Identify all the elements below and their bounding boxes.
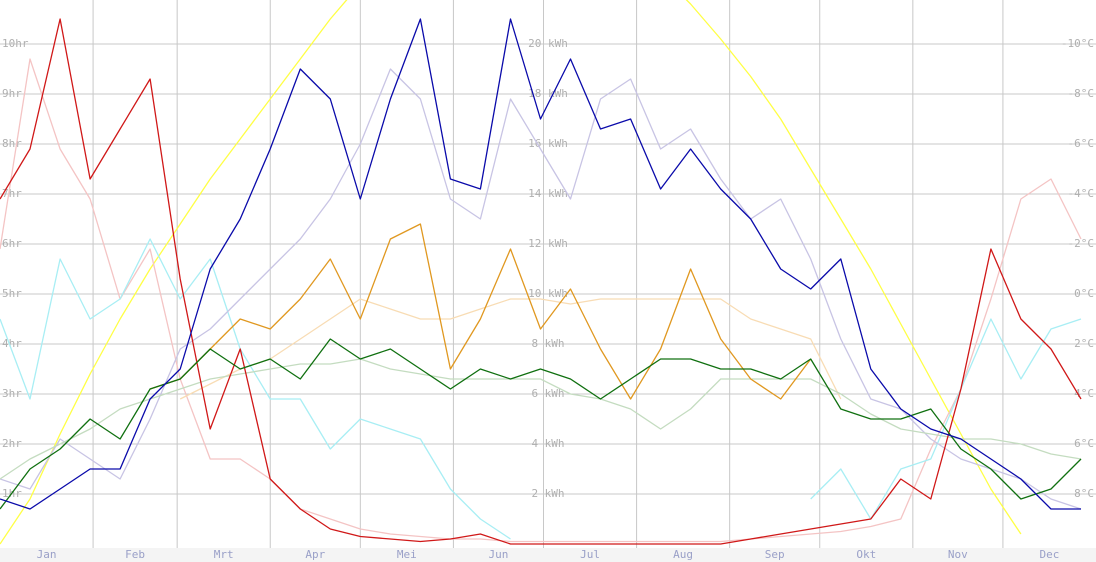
y2-tick-label: 20 kWh [528, 37, 568, 50]
y2-tick-label: 14 kWh [528, 187, 568, 200]
x-tick-label: Feb [125, 548, 145, 561]
x-tick-label: Jul [580, 548, 600, 561]
y-tick-label: 2hr [2, 437, 22, 450]
y2-tick-label: 6 kWh [531, 387, 564, 400]
y3-tick-label: 2°C [1074, 337, 1094, 350]
series-line [0, 338, 1082, 510]
y3-tick-label: -4°C [1068, 187, 1095, 200]
y-tick-label: 6hr [2, 237, 22, 250]
series-line [0, 238, 1082, 540]
y2-tick-label: 12 kWh [528, 237, 568, 250]
y3-tick-label: -2°C [1068, 237, 1095, 250]
y-tick-label: 5hr [2, 287, 22, 300]
y-tick-label: 7hr [2, 187, 22, 200]
y-tick-label: 10hr [2, 37, 29, 50]
y3-tick-label: -8°C [1068, 87, 1095, 100]
series-line [149, 223, 812, 400]
y3-tick-label: 0°C [1074, 287, 1094, 300]
y-tick-label: 3hr [2, 387, 22, 400]
y3-tick-label: 6°C [1074, 437, 1094, 450]
x-tick-label: Mrt [214, 548, 234, 561]
x-tick-label: Apr [305, 548, 325, 561]
series-line [0, 18, 1081, 510]
y2-tick-label: 18 kWh [528, 87, 568, 100]
y3-tick-label: 8°C [1074, 487, 1094, 500]
series-lines [0, 0, 1082, 545]
y2-tick-label: 4 kWh [531, 437, 564, 450]
y2-tick-label: 16 kWh [528, 137, 568, 150]
y3-tick-label: -6°C [1068, 137, 1095, 150]
y2-tick-label: 8 kWh [531, 337, 564, 350]
series-line [0, 358, 1082, 480]
y-tick-label: 4hr [2, 337, 22, 350]
x-tick-label: Dec [1040, 548, 1060, 561]
y-tick-label: 8hr [2, 137, 22, 150]
y2-tick-label: 10 kWh [528, 287, 568, 300]
y2-tick-label: 2 kWh [531, 487, 564, 500]
x-tick-label: Nov [948, 548, 968, 561]
y-tick-label: 9hr [2, 87, 22, 100]
y3-tick-label: -10°C [1061, 37, 1094, 50]
x-tick-label: Jan [37, 548, 57, 561]
x-tick-label: Sep [765, 548, 785, 561]
series-line [179, 298, 842, 400]
x-tick-label: Okt [856, 548, 876, 561]
series-line [0, 18, 1082, 545]
x-tick-label: Aug [673, 548, 693, 561]
x-tick-label: Mei [397, 548, 417, 561]
month-strip [0, 548, 1096, 562]
x-tick-label: Jun [489, 548, 509, 561]
series-line [0, 0, 1022, 545]
